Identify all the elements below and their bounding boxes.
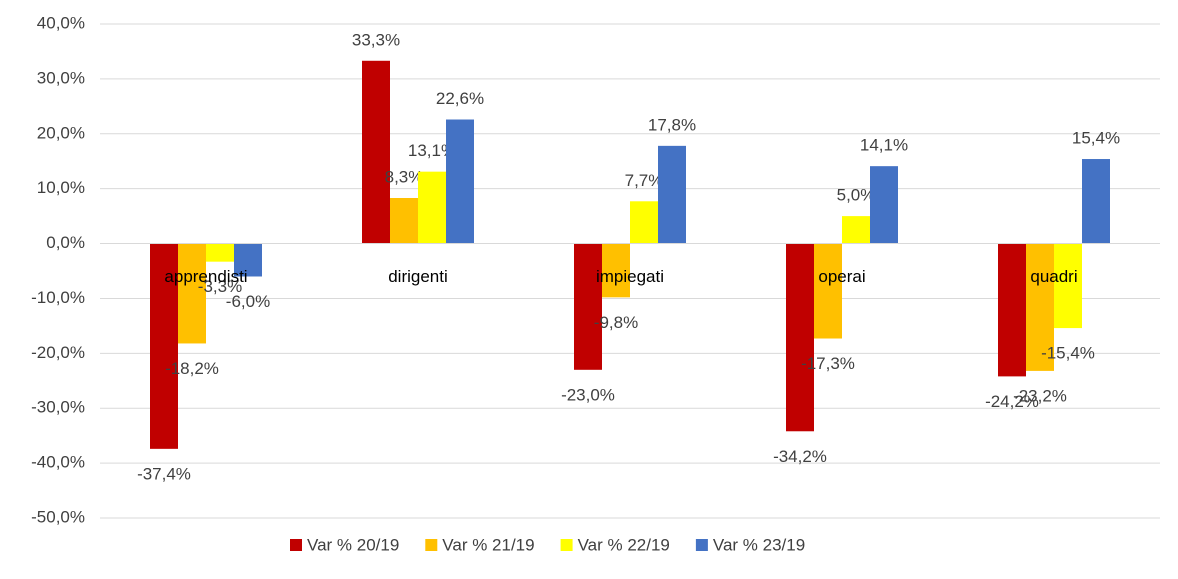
legend-swatch xyxy=(425,539,438,551)
bar xyxy=(658,145,686,244)
bar xyxy=(1082,159,1110,244)
value-label: 7,7% xyxy=(625,171,664,190)
legend-label: Var % 23/19 xyxy=(713,535,805,554)
bar xyxy=(178,243,206,344)
y-tick-label: 0,0% xyxy=(46,233,85,252)
bar xyxy=(870,166,898,244)
bar xyxy=(630,201,658,244)
value-label: -23,2% xyxy=(1013,386,1067,405)
legend-swatch xyxy=(695,539,708,551)
bar xyxy=(814,243,842,339)
y-tick-label: -10,0% xyxy=(31,288,85,307)
value-label: -18,2% xyxy=(165,359,219,378)
y-tick-label: -40,0% xyxy=(31,453,85,472)
x-tick-label: apprendisti xyxy=(164,267,247,286)
bar xyxy=(390,197,418,244)
bar xyxy=(786,243,814,432)
y-tick-label: 40,0% xyxy=(37,13,85,32)
value-label: 22,6% xyxy=(436,89,484,108)
value-label: 5,0% xyxy=(837,186,876,205)
value-label: -15,4% xyxy=(1041,344,1095,363)
bar xyxy=(418,171,446,244)
value-label: 17,8% xyxy=(648,115,696,134)
bar xyxy=(446,119,474,244)
bar xyxy=(602,243,630,298)
bar xyxy=(574,243,602,370)
legend-swatch xyxy=(560,539,573,551)
y-tick-label: 20,0% xyxy=(37,123,85,142)
value-label: 14,1% xyxy=(860,136,908,155)
y-tick-label: -30,0% xyxy=(31,398,85,417)
value-label: -23,0% xyxy=(561,385,615,404)
legend-label: Var % 21/19 xyxy=(442,535,534,554)
legend-swatch xyxy=(290,539,302,551)
y-tick-label: -20,0% xyxy=(31,343,85,362)
value-label: 13,1% xyxy=(408,141,456,160)
value-label: 33,3% xyxy=(352,30,400,49)
value-label: -3,3% xyxy=(198,277,242,296)
x-tick-label: dirigenti xyxy=(388,267,448,286)
value-label: 15,4% xyxy=(1072,129,1120,148)
x-tick-label: operai xyxy=(818,267,865,286)
value-label: -6,0% xyxy=(226,292,270,311)
value-label: -37,4% xyxy=(137,464,191,483)
legend-label: Var % 20/19 xyxy=(307,535,399,554)
bar xyxy=(1054,243,1082,329)
y-tick-label: 30,0% xyxy=(37,68,85,87)
y-tick-label: -50,0% xyxy=(31,507,85,526)
bar xyxy=(998,243,1026,377)
bar xyxy=(842,216,870,244)
value-label: -34,2% xyxy=(773,447,827,466)
bar xyxy=(362,60,390,244)
value-label: -9,8% xyxy=(594,313,638,332)
value-label: 8,3% xyxy=(385,167,424,186)
x-tick-label: quadri xyxy=(1030,267,1077,286)
x-tick-label: impiegati xyxy=(596,267,664,286)
value-label: -17,3% xyxy=(801,354,855,373)
bar xyxy=(150,243,178,449)
legend-label: Var % 22/19 xyxy=(578,535,670,554)
y-tick-label: 10,0% xyxy=(37,178,85,197)
bar xyxy=(1026,243,1054,371)
value-label: -24,2% xyxy=(985,392,1039,411)
bar xyxy=(234,243,262,277)
bar xyxy=(206,243,234,262)
